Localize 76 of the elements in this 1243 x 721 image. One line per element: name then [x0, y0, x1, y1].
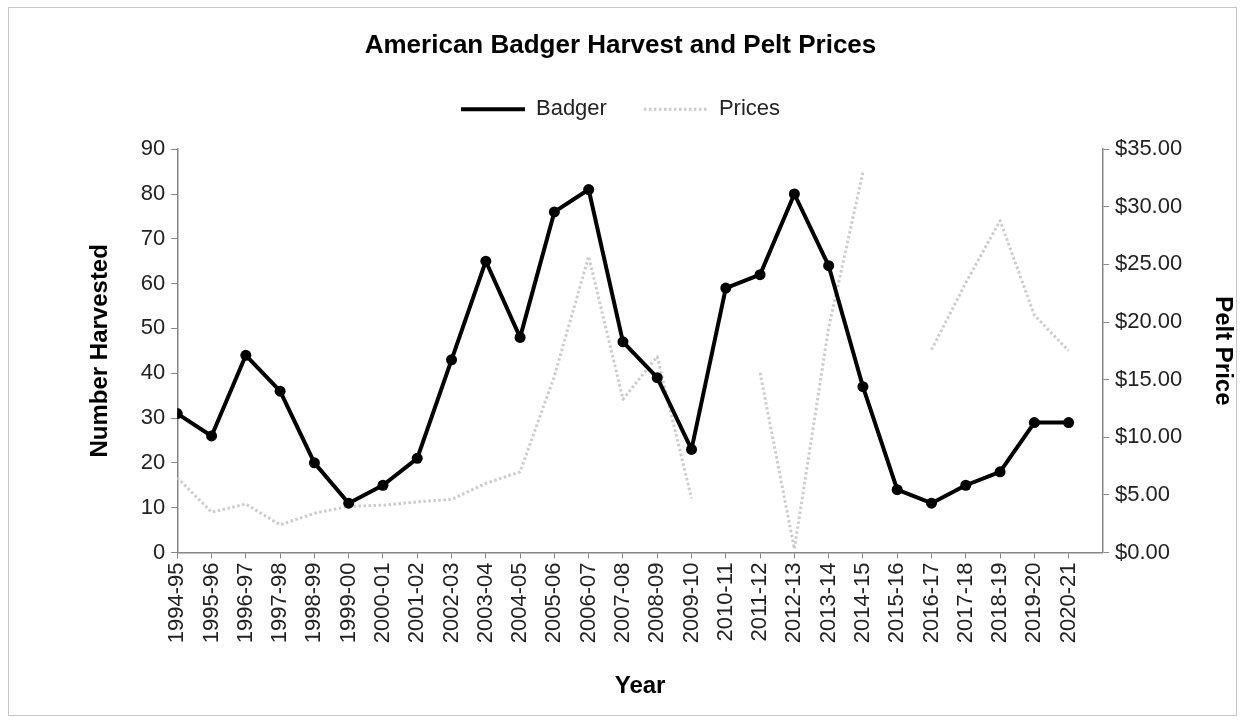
y2-tick-label: $35.00 [1114, 135, 1183, 161]
point [857, 381, 869, 393]
x-tick-label: 2010-11 [711, 562, 737, 642]
x-tick-label: 2009-10 [677, 562, 703, 644]
x-tick-label: 2017-18 [951, 562, 977, 644]
chart-title: American Badger Harvest and Pelt Prices [364, 28, 877, 59]
y-axis-title: Number Harvested [85, 244, 113, 458]
y2-axis-title: Pelt Price [1210, 296, 1238, 406]
point [480, 255, 492, 267]
x-tick-label: 2000-01 [369, 562, 395, 644]
y-tick-label: 60 [140, 269, 166, 295]
point [240, 349, 252, 361]
point [720, 282, 732, 294]
point [686, 443, 698, 455]
x-tick-label: 1996-97 [231, 562, 257, 644]
y2-tick-label: $20.00 [1114, 308, 1183, 334]
point [617, 336, 629, 348]
point [274, 385, 286, 397]
point [446, 354, 458, 366]
x-tick-label: 1997-98 [266, 562, 292, 644]
x-tick-label: 2014-15 [848, 562, 874, 644]
x-tick-label: 2007-08 [609, 562, 635, 644]
point [754, 269, 766, 281]
x-tick-label: 2011-12 [746, 562, 772, 642]
point [548, 206, 560, 218]
y2-tick-label: $30.00 [1114, 192, 1183, 218]
x-tick-label: 2019-20 [1020, 562, 1046, 644]
x-tick-label: 2016-17 [917, 562, 943, 644]
x-tick-label: 2005-06 [540, 562, 566, 644]
legend-label: Badger [535, 95, 607, 121]
x-tick-label: 2006-07 [574, 562, 600, 644]
legend-label: Prices [718, 95, 781, 121]
y-tick-label: 30 [140, 404, 166, 430]
point [926, 497, 937, 509]
y-tick-label: 0 [153, 538, 166, 564]
point [788, 188, 800, 200]
x-tick-label: 2004-05 [506, 562, 532, 644]
x-tick-label: 2008-09 [643, 562, 669, 644]
point [651, 372, 663, 384]
y2-tick-label: $5.00 [1114, 480, 1170, 506]
point [377, 479, 389, 491]
y-tick-label: 80 [140, 180, 166, 206]
y2-tick-label: $15.00 [1114, 365, 1183, 391]
point [1028, 417, 1040, 429]
point [206, 430, 218, 442]
point [960, 479, 972, 491]
x-tick-label: 1998-99 [300, 562, 326, 644]
y-tick-label: 50 [140, 314, 166, 340]
point [891, 484, 903, 496]
point [1063, 417, 1075, 429]
y-tick-label: 40 [140, 359, 166, 385]
y-tick-label: 10 [140, 493, 166, 519]
x-tick-label: 2012-13 [780, 562, 806, 644]
x-tick-label: 1999-00 [334, 562, 360, 644]
y2-tick-label: $25.00 [1114, 250, 1183, 276]
point [343, 497, 355, 509]
x-tick-label: 2001-02 [403, 562, 429, 644]
x-tick-label: 2020-21 [1054, 562, 1080, 644]
y2-tick-label: $0.00 [1114, 538, 1170, 564]
x-tick-label: 2003-04 [471, 562, 497, 644]
x-tick-label: 1994-95 [163, 562, 189, 644]
point [823, 260, 835, 272]
point [411, 452, 423, 464]
x-tick-label: 2002-03 [437, 562, 463, 644]
x-tick-label: 2013-14 [814, 562, 840, 644]
y-tick-label: 20 [140, 448, 166, 474]
x-tick-label: 1995-96 [197, 562, 223, 644]
y2-tick-label: $10.00 [1114, 423, 1183, 449]
point [583, 184, 595, 196]
y-tick-label: 70 [140, 224, 166, 250]
point [994, 466, 1006, 478]
y-tick-label: 90 [140, 135, 166, 161]
x-tick-label: 2018-19 [986, 562, 1012, 644]
x-tick-label: 2015-16 [883, 562, 909, 644]
point [308, 457, 320, 469]
x-axis-title: Year [614, 671, 666, 699]
